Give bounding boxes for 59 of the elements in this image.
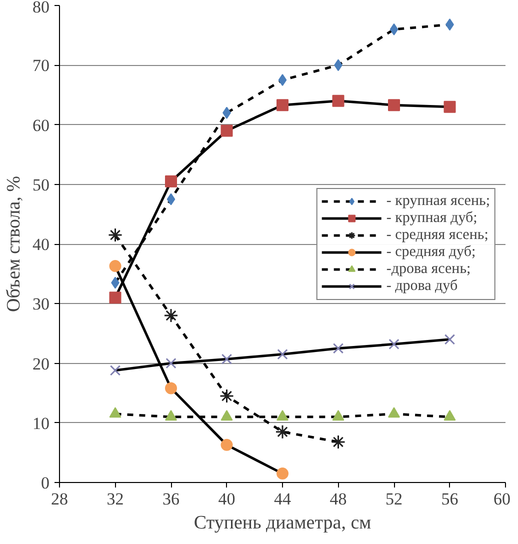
point bbox=[276, 410, 288, 421]
legend-label: -дрова ясень; bbox=[386, 260, 471, 278]
y-tick-label: 30 bbox=[32, 294, 50, 314]
point bbox=[220, 388, 234, 404]
point bbox=[332, 343, 344, 354]
x-tick-label: 60 bbox=[494, 490, 510, 508]
point bbox=[331, 434, 346, 450]
point bbox=[332, 94, 344, 107]
point bbox=[388, 338, 400, 350]
point bbox=[110, 365, 121, 376]
legend-label: - средняя ясень; bbox=[386, 226, 488, 244]
point bbox=[220, 410, 233, 421]
y-tick-label: 10 bbox=[32, 414, 50, 433]
x-tick-label: 52 bbox=[386, 490, 402, 508]
point bbox=[166, 193, 176, 206]
y-tick-label: 70 bbox=[32, 56, 50, 76]
point bbox=[276, 99, 288, 112]
y-tick-label: 50 bbox=[32, 175, 50, 194]
point bbox=[275, 424, 290, 440]
y-tick-label: 0 bbox=[41, 474, 50, 492]
y-tick-label: 60 bbox=[32, 116, 50, 135]
x-tick-label: 28 bbox=[51, 490, 68, 508]
point bbox=[109, 407, 122, 418]
y-axis-title: Объем ствола, % bbox=[4, 176, 24, 312]
point bbox=[388, 407, 400, 418]
point bbox=[164, 308, 178, 323]
x-tick-label: 32 bbox=[106, 490, 124, 508]
point bbox=[278, 74, 287, 86]
y-tick-label: 80 bbox=[32, 0, 50, 16]
point bbox=[108, 228, 122, 242]
legend-label: - дрова дуб bbox=[386, 278, 458, 294]
point bbox=[277, 348, 288, 360]
point bbox=[444, 334, 456, 345]
point bbox=[166, 358, 176, 369]
point bbox=[390, 23, 398, 36]
point bbox=[444, 410, 456, 421]
point bbox=[444, 100, 456, 113]
x-tick-label: 40 bbox=[218, 490, 236, 508]
point bbox=[165, 410, 177, 421]
point bbox=[388, 99, 400, 112]
x-tick-label: 56 bbox=[441, 490, 458, 508]
point bbox=[109, 292, 122, 304]
y-tick-label: 40 bbox=[32, 235, 50, 254]
legend-label: - средняя дуб; bbox=[386, 244, 476, 260]
x-tick-label: 36 bbox=[162, 490, 180, 508]
point bbox=[109, 260, 122, 272]
point bbox=[332, 410, 344, 421]
legend-label: - крупная ясень; bbox=[386, 192, 490, 210]
point bbox=[220, 124, 233, 137]
point bbox=[165, 382, 177, 394]
point bbox=[221, 354, 232, 364]
x-tick-label: 48 bbox=[330, 490, 347, 508]
point bbox=[276, 468, 288, 480]
x-axis-title: Ступень диаметра, см bbox=[194, 512, 372, 534]
point bbox=[220, 438, 233, 451]
y-tick-label: 20 bbox=[32, 354, 50, 374]
point bbox=[165, 175, 177, 188]
legend-label: - крупная дуб; bbox=[386, 210, 478, 226]
x-tick-label: 44 bbox=[274, 490, 292, 508]
